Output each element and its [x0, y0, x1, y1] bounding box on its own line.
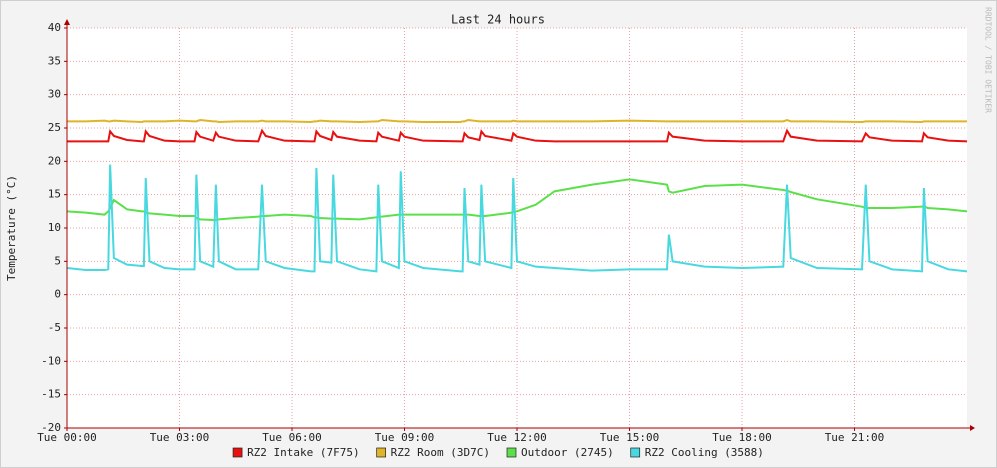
- legend-swatch: [630, 447, 641, 458]
- legend-item: RZ2 Intake (7F75): [232, 446, 360, 459]
- legend-label: Outdoor (2745): [521, 446, 614, 459]
- y-tick-label: 15: [48, 188, 61, 201]
- legend-item: RZ2 Room (3D7C): [376, 446, 490, 459]
- x-tick-label: Tue 00:00: [37, 431, 97, 444]
- y-arrow: [64, 19, 70, 25]
- y-tick-label: 20: [48, 154, 61, 167]
- legend-swatch: [506, 447, 517, 458]
- x-arrow: [970, 425, 975, 431]
- y-tick-label: -15: [41, 388, 61, 401]
- x-tick-label: Tue 09:00: [375, 431, 435, 444]
- y-axis-label: Temperature (°C): [5, 175, 18, 281]
- series-line: [67, 128, 968, 143]
- y-tick-label: 5: [54, 254, 61, 267]
- legend-label: RZ2 Cooling (3588): [645, 446, 764, 459]
- x-tick-label: Tue 15:00: [600, 431, 660, 444]
- x-tick-label: Tue 12:00: [487, 431, 547, 444]
- legend-item: Outdoor (2745): [506, 446, 614, 459]
- y-tick-label: 25: [48, 121, 61, 134]
- legend-label: RZ2 Intake (7F75): [247, 446, 360, 459]
- series-line: [67, 118, 967, 124]
- y-tick-label: 40: [48, 21, 61, 34]
- legend-label: RZ2 Room (3D7C): [391, 446, 490, 459]
- legend-swatch: [376, 447, 387, 458]
- y-tick-label: -20: [41, 421, 61, 434]
- legend: RZ2 Intake (7F75) RZ2 Room (3D7C) Outdoor …: [232, 446, 764, 459]
- y-tick-label: 0: [54, 288, 61, 301]
- x-tick-label: Tue 03:00: [150, 431, 210, 444]
- y-tick-label: -10: [41, 354, 61, 367]
- legend-item: RZ2 Cooling (3588): [630, 446, 764, 459]
- watermark: RRDTOOL / TOBI OETIKER: [984, 7, 993, 113]
- axes: -20 -15 -10 -5 0 5 10 15 20 25 30 35 40 Tue 00:00 Tue …: [37, 19, 975, 444]
- y-tick-label: 30: [48, 88, 61, 101]
- x-tick-label: Tue 21:00: [825, 431, 885, 444]
- legend-swatch: [232, 447, 243, 458]
- lines: [66, 118, 968, 273]
- x-tick-label: Tue 18:00: [712, 431, 772, 444]
- y-tick-label: -5: [48, 321, 61, 334]
- series-line: [66, 178, 968, 221]
- y-tick-label: 35: [48, 54, 61, 67]
- x-tick-label: Tue 06:00: [262, 431, 322, 444]
- series-line: [66, 164, 968, 273]
- y-tick-label: 10: [48, 221, 61, 234]
- chart-title: Last 24 hours: [451, 13, 545, 27]
